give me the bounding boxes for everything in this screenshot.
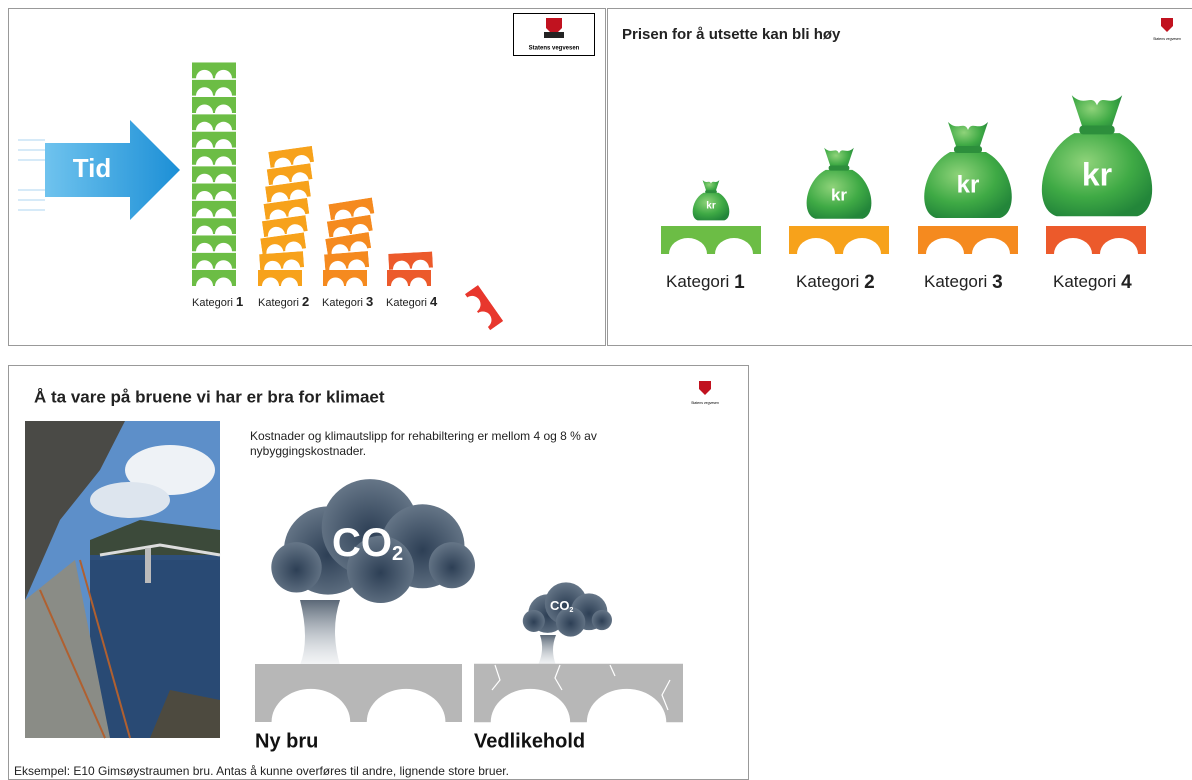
bridge-label: Ny bru: [255, 730, 318, 752]
body-text: Kostnader og klimautslipp for rehabilter…: [250, 429, 597, 443]
bag-label: kr: [706, 201, 716, 212]
slide1-labels: Kategori 1 Kategori 2 Kategori 3 Kategor…: [192, 294, 438, 309]
emissions: [271, 479, 612, 665]
logo-icon: [699, 381, 711, 395]
logo-icon: [546, 18, 562, 36]
bag-label: kr: [831, 185, 847, 204]
category-label: Kategori 2: [796, 272, 875, 293]
logo-icon: [1161, 18, 1173, 32]
logo-text: Statens vegvesen: [1153, 37, 1181, 41]
slide-title: Prisen for å utsette kan bli høy: [622, 26, 841, 43]
category-label: Kategori 4: [386, 294, 438, 309]
speed-lines: [18, 139, 45, 211]
bag-labels: kr kr kr kr: [706, 156, 1112, 211]
category-label: Kategori 4: [1053, 272, 1132, 293]
category-label: Kategori 2: [258, 294, 309, 309]
bag-label: kr: [1082, 156, 1112, 192]
cracks: [491, 664, 671, 711]
co2-label: CO2: [550, 598, 574, 613]
category-label: Kategori 1: [192, 294, 243, 309]
time-arrow: [45, 120, 180, 220]
category-label: Kategori 3: [322, 294, 373, 309]
co2-label: CO2: [332, 521, 403, 566]
slide-title: Å ta vare på bruene vi har er bra for kl…: [34, 387, 385, 406]
bridge-photo: [25, 421, 221, 739]
slide2-labels: Kategori 1 Kategori 2 Kategori 3 Kategor…: [666, 272, 1132, 293]
bridge-label: Vedlikehold: [474, 730, 585, 752]
category-label: Kategori 3: [924, 272, 1003, 293]
arrow-label: Tid: [73, 153, 112, 183]
bag-label: kr: [957, 171, 980, 198]
category-label: Kategori 1: [666, 272, 745, 293]
body-text: nybyggingskostnader.: [250, 444, 366, 458]
logo-text: Statens vegvesen: [691, 401, 719, 405]
logo-text: Statens vegvesen: [529, 46, 580, 52]
caption: Eksempel: E10 Gimsøystraumen bru. Antas …: [14, 764, 509, 778]
